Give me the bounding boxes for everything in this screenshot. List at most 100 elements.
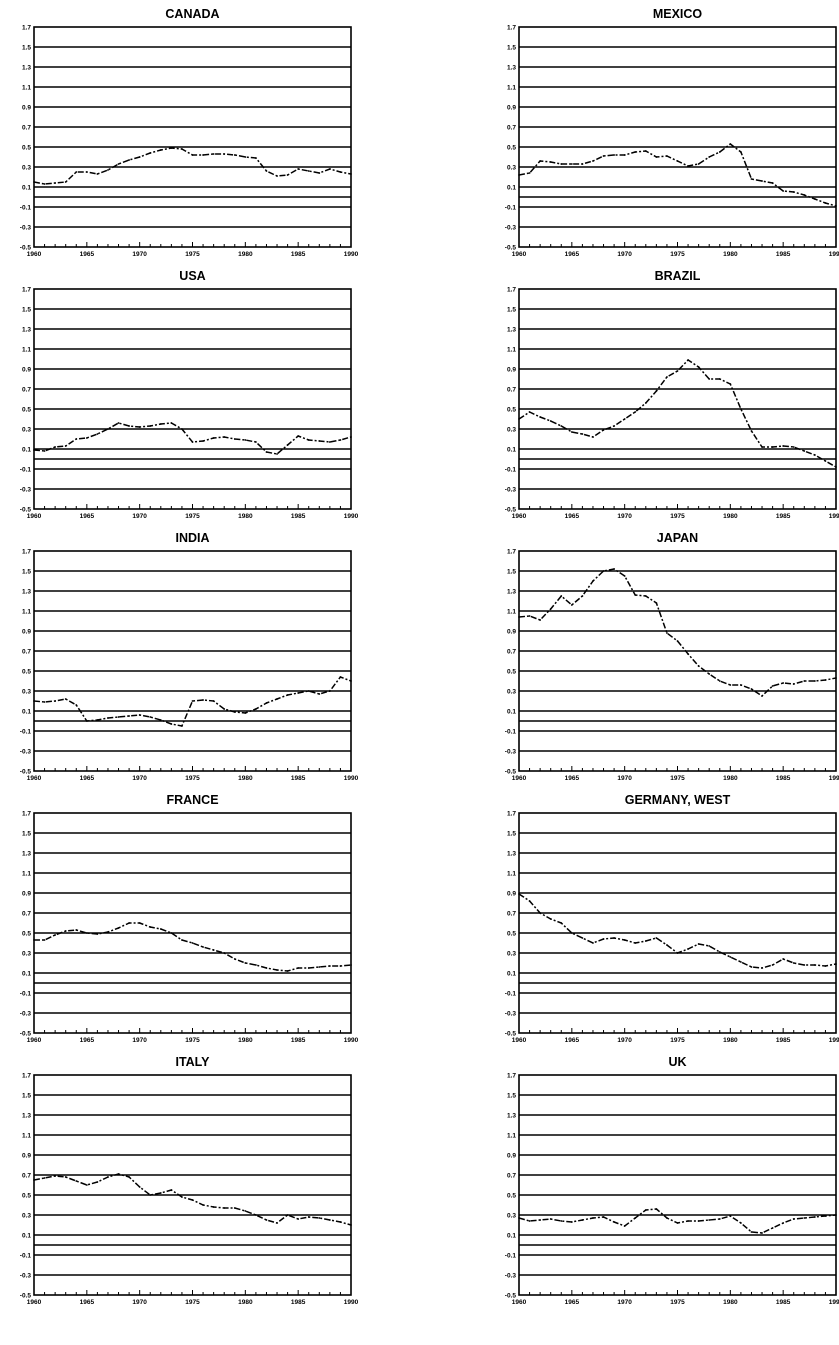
x-tick-label: 1960 [512, 513, 527, 520]
data-point [518, 616, 520, 618]
data-point [771, 1227, 774, 1229]
data-point [835, 466, 837, 468]
data-point [792, 683, 795, 685]
y-tick-label: -0.3 [505, 225, 517, 232]
data-point [740, 684, 742, 686]
data-point [729, 143, 732, 145]
panel-mexico: MEXICO 1.7 1.5 1.3 1.1 0.9 0.7 0.5 0.3 0.1 -0.1 -0.… [505, 7, 839, 258]
data-point [623, 939, 626, 941]
data-point [771, 446, 774, 448]
y-tick-label: 1.3 [22, 1113, 31, 1120]
data-point [697, 943, 700, 945]
x-tick-label: 1965 [565, 513, 580, 520]
panel-title: USA [179, 269, 205, 283]
y-tick-label: 1.3 [507, 1113, 516, 1120]
x-tick-label: 1970 [617, 775, 632, 782]
data-point [170, 723, 173, 725]
data-point [107, 931, 109, 933]
x-tick-label: 1970 [132, 251, 147, 258]
panel-usa: USA 1.7 1.5 1.3 1.1 0.9 0.7 0.5 0.3 0.1 -0.1 -0.3 -0… [20, 269, 359, 520]
data-point [592, 942, 594, 944]
data-point [740, 151, 742, 153]
data-point [676, 640, 679, 642]
data-point [64, 930, 67, 932]
data-point [265, 170, 268, 172]
data-point [729, 1215, 732, 1217]
data-point [676, 1222, 679, 1224]
x-tick-label: 1960 [512, 775, 527, 782]
data-point [328, 441, 331, 443]
data-point [634, 411, 637, 413]
x-tick-label: 1970 [617, 1037, 632, 1044]
data-point [297, 168, 300, 170]
data-point [602, 938, 605, 940]
y-tick-label: 0.3 [22, 427, 31, 434]
data-point [350, 1224, 352, 1226]
y-tick-label: -0.3 [505, 1011, 517, 1018]
y-tick-label: 0.9 [507, 629, 516, 636]
y-tick-label: 0.3 [22, 165, 31, 172]
x-tick-label: 1975 [670, 251, 685, 258]
data-point [666, 632, 668, 634]
data-point [339, 965, 342, 967]
y-tick-label: -0.3 [20, 225, 32, 232]
y-tick-label: -0.3 [20, 487, 32, 494]
data-point [117, 163, 120, 165]
x-tick-label: 1965 [80, 1299, 95, 1306]
y-tick-label: 1.1 [22, 1133, 31, 1140]
data-point [570, 163, 573, 165]
data-point [96, 719, 99, 721]
data-point [518, 174, 520, 176]
data-point [233, 711, 236, 713]
data-point [539, 160, 542, 162]
plot-frame [518, 288, 837, 510]
data-point [307, 439, 310, 441]
y-tick-label: 1.3 [507, 327, 516, 334]
data-point [592, 436, 594, 438]
x-tick-label: 1985 [776, 251, 791, 258]
data-point [328, 965, 331, 967]
data-point [782, 958, 785, 960]
y-tick-label: -0.5 [505, 507, 517, 514]
y-tick-label: 1.7 [507, 25, 516, 32]
data-point [782, 682, 785, 684]
y-tick-label: -0.1 [505, 467, 517, 474]
data-point [307, 967, 310, 969]
y-tick-label: 0.9 [22, 105, 31, 112]
data-point [307, 1216, 310, 1218]
data-point [528, 900, 531, 902]
y-tick-label: -0.5 [20, 245, 32, 252]
data-point [233, 958, 236, 960]
data-point [117, 422, 120, 424]
data-point [75, 171, 78, 173]
x-tick-label: 1985 [776, 775, 791, 782]
data-point [592, 1217, 594, 1219]
data-point [350, 964, 352, 966]
data-point [761, 695, 763, 697]
data-point [771, 964, 774, 966]
data-point [718, 1218, 721, 1220]
data-point [803, 680, 806, 682]
data-point [117, 1173, 120, 1175]
data-point [761, 1232, 763, 1234]
data-point [223, 153, 226, 155]
data-point [518, 893, 520, 895]
y-tick-label: 0.7 [22, 911, 31, 918]
data-point [539, 619, 542, 621]
data-point [644, 595, 647, 597]
data-point [276, 969, 278, 971]
data-point [75, 704, 78, 706]
series-line [518, 1208, 837, 1234]
data-point [761, 446, 763, 448]
data-point [634, 942, 637, 944]
y-tick-label: 0.1 [22, 447, 31, 454]
y-tick-label: 1.5 [22, 1093, 31, 1100]
data-point [803, 964, 806, 966]
y-tick-label: 0.7 [507, 649, 516, 656]
data-point [771, 182, 774, 184]
data-point [170, 1189, 173, 1191]
x-tick-label: 1965 [80, 251, 95, 258]
data-point [549, 161, 552, 163]
data-point [518, 1217, 520, 1219]
y-tick-label: 1.3 [507, 589, 516, 596]
